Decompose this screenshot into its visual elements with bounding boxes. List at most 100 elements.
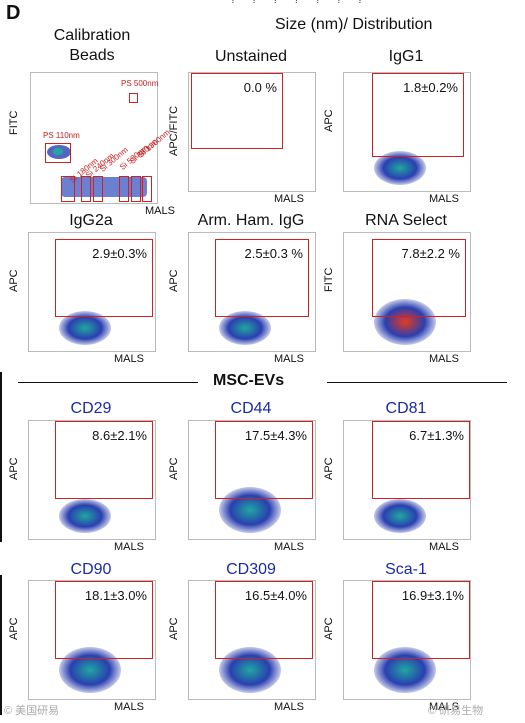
plot-title-sca-1: Sca-1: [385, 561, 427, 578]
event-cloud: [219, 647, 281, 693]
event-cloud: [374, 299, 436, 345]
plot-xlabel: MALS: [274, 701, 304, 713]
gate-ps110: [45, 143, 71, 163]
plot-title-cd90: CD90: [70, 561, 112, 578]
plot-xlabel: MALS: [274, 541, 304, 553]
plot-ylabel: APC: [168, 457, 180, 480]
calibration-plot: PS 500nm PS 110nm Si 180nm Si 240nm Si 3…: [30, 72, 172, 204]
plot-cd81: 6.7±1.3%: [343, 420, 471, 540]
plot-cd29: 8.6±2.1%: [28, 420, 156, 540]
gate-si240: [81, 176, 91, 202]
event-cloud: [374, 647, 436, 693]
plot-ylabel: APC: [323, 457, 335, 480]
plot-title-arm-ham-igg: Arm. Ham. IgG: [197, 212, 305, 229]
plot-xlabel: MALS: [274, 353, 304, 365]
calibration-title-line2: Beads: [69, 47, 115, 64]
gate-si590: [119, 176, 129, 202]
gate-percentage: 2.9±0.3%: [92, 246, 147, 261]
plot-title-igg1: IgG1: [388, 48, 424, 65]
panel-letter: D: [6, 2, 21, 24]
label-ps500: PS 500nm: [121, 79, 159, 88]
bead-cluster-si: [61, 177, 147, 197]
plot-ylabel: FITC: [323, 267, 335, 292]
gate-ps500: [129, 93, 138, 103]
plot-xlabel: MALS: [429, 193, 459, 205]
plot-ylabel: APC: [8, 457, 20, 480]
plot-xlabel: MALS: [429, 701, 459, 713]
watermark-right: © 研易生物: [428, 705, 484, 717]
plot-title-cd29: CD29: [70, 400, 112, 417]
plot-xlabel: MALS: [114, 541, 144, 553]
gate-box: [215, 239, 309, 317]
gate-si180: [61, 176, 75, 202]
gate-percentage: 18.1±3.0%: [84, 588, 147, 603]
gate-box: [372, 73, 464, 157]
gate-percentage: 8.6±2.1%: [92, 428, 147, 443]
plot-xlabel: MALS: [429, 353, 459, 365]
plot-ylabel: APC/FITC: [168, 105, 180, 156]
section-title: MSC-EVs: [213, 372, 285, 389]
plot-sca-1: 16.9±3.1%: [343, 580, 471, 700]
gate-si880: [131, 176, 141, 202]
plot-xlabel: MALS: [114, 353, 144, 365]
plot-igg2a: 2.9±0.3%: [28, 232, 156, 352]
watermark-left: © 美国研易: [4, 705, 60, 717]
gate-percentage: 0.0 %: [243, 80, 277, 95]
gate-percentage: 2.5±0.3 %: [244, 246, 303, 261]
gate-si1300: [142, 176, 152, 202]
plot-cd90: 18.1±3.0%: [28, 580, 156, 700]
left-margin-bar-2: [0, 575, 2, 715]
event-cloud: [59, 499, 111, 533]
plot-title-cd309: CD309: [226, 561, 276, 578]
plot-title-rna-select: RNA Select: [365, 212, 447, 229]
plot-rna-select: 7.8±2.2 %: [343, 232, 471, 352]
gate-percentage: 16.9±3.1%: [401, 588, 464, 603]
gate-percentage: 7.8±2.2 %: [401, 246, 460, 261]
plot-unstained: 0.0 %: [188, 72, 316, 192]
plot-ylabel: APC: [323, 617, 335, 640]
plot-title-cd44: CD44: [230, 400, 272, 417]
gate-box: [372, 581, 470, 659]
label-ps110: PS 110nm: [43, 131, 80, 140]
gate-box: [372, 239, 466, 317]
plot-ylabel: APC: [323, 109, 335, 132]
top-clipped-text: ? ? ? ? ? ? ?: [230, 0, 370, 6]
plot-igg1: 1.8±0.2%: [343, 72, 471, 192]
gate-si300: [93, 176, 103, 202]
plot-ylabel: APC: [168, 617, 180, 640]
gate-box: [55, 581, 153, 659]
gate-percentage: 1.8±0.2%: [403, 80, 458, 95]
plot-title-unstained: Unstained: [214, 48, 288, 65]
plot-ylabel: APC: [168, 269, 180, 292]
plot-title-igg2a: IgG2a: [69, 212, 113, 229]
calibration-title-line1: Calibration: [53, 27, 131, 44]
plot-xlabel: MALS: [429, 541, 459, 553]
plot-ylabel: APC: [8, 269, 20, 292]
gate-box: [55, 239, 153, 317]
gate-box: [372, 421, 470, 499]
gate-percentage: 16.5±4.0%: [244, 588, 307, 603]
event-cloud: [219, 487, 281, 533]
plot-cd44: 17.5±4.3%: [188, 420, 316, 540]
gate-percentage: 17.5±4.3%: [244, 428, 307, 443]
gate-box: [215, 421, 313, 499]
calibration-xlabel: MALS: [145, 205, 175, 217]
gate-box: [55, 421, 153, 499]
calibration-ylabel: FITC: [8, 110, 20, 135]
calibration-title: Calibration Beads: [42, 26, 142, 66]
event-cloud: [374, 499, 426, 533]
event-cloud: [59, 647, 121, 693]
gate-percentage: 6.7±1.3%: [409, 428, 464, 443]
section-rule-left: [18, 382, 198, 383]
section-rule-right: [327, 382, 507, 383]
left-margin-bar-1: [0, 372, 2, 542]
size-distribution-header: Size (nm)/ Distribution: [275, 16, 433, 33]
plot-title-cd81: CD81: [385, 400, 427, 417]
plot-xlabel: MALS: [274, 193, 304, 205]
plot-cd309: 16.5±4.0%: [188, 580, 316, 700]
gate-box: [215, 581, 313, 659]
bead-cluster-ps110-core: [53, 148, 63, 155]
gate-box: [191, 73, 283, 149]
plot-xlabel: MALS: [114, 701, 144, 713]
plot-arm-ham-igg: 2.5±0.3 %: [188, 232, 316, 352]
